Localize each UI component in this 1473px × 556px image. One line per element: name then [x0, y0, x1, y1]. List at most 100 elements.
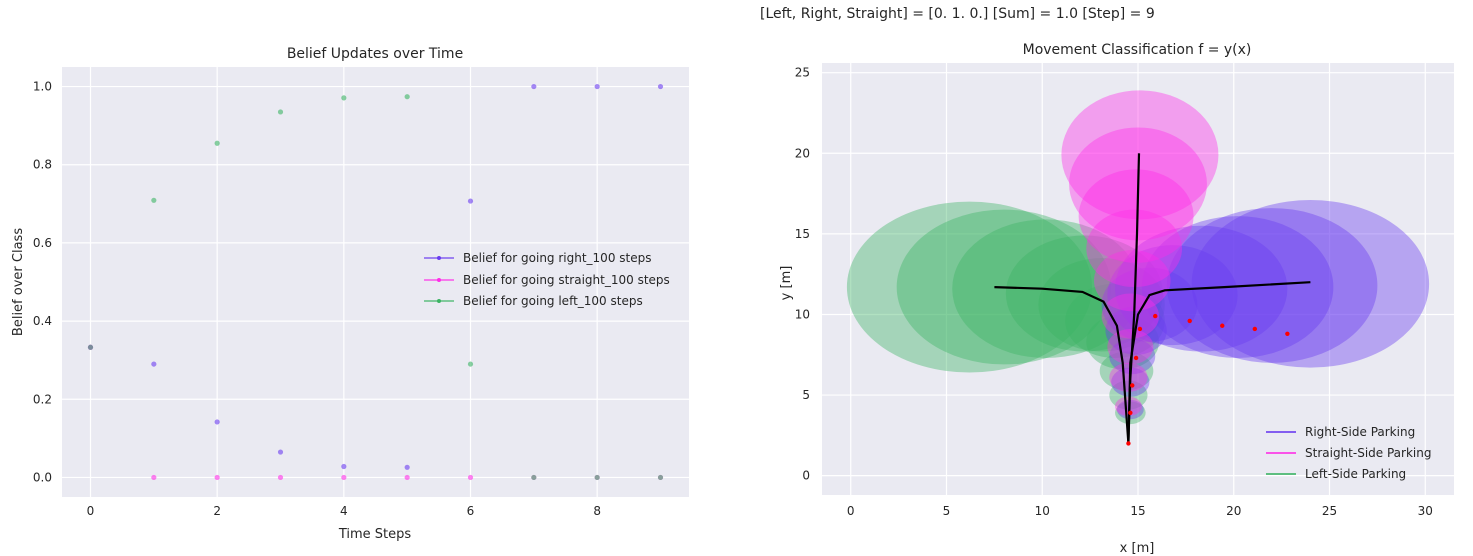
movement-ytick-label: 0 [802, 469, 810, 483]
belief-xtick-label: 0 [87, 504, 95, 518]
measurement-point [1128, 410, 1133, 415]
belief-point-left [404, 94, 410, 100]
belief-point-straight [404, 474, 410, 481]
movement-xtick-label: 5 [943, 504, 951, 518]
legend-label-left: Belief for going left_100 steps [463, 294, 643, 308]
uncertainty-ellipse-straight [1078, 169, 1194, 263]
belief-chart-title: Belief Updates over Time [287, 46, 463, 62]
belief-point-right [277, 449, 284, 455]
uncertainty-ellipse-right [1107, 245, 1238, 346]
uncertainty-ellipse-straight [1093, 249, 1171, 312]
belief-point-straight [341, 474, 347, 481]
belief-xtick-label: 4 [340, 504, 348, 518]
movement-xtick-label: 20 [1226, 504, 1241, 518]
belief-point-left [657, 474, 664, 481]
belief-point-left [531, 474, 537, 481]
legend-label-straight: Belief for going straight_100 steps [463, 273, 670, 287]
trajectory-straight [1127, 153, 1141, 444]
movement-chart-title: Movement Classification f = y(x) [1023, 42, 1252, 58]
movement-chart: 0 5 10 15 20 25 30 0 5 10 15 20 25 Movement Classif… [779, 42, 1454, 556]
belief-point-left [341, 95, 347, 101]
uncertainty-ellipse-straight [1086, 209, 1183, 288]
measurement-point [1126, 441, 1131, 446]
uncertainty-ellipse-left [846, 201, 1093, 373]
belief-point-right [151, 361, 157, 367]
movement-yticks: 0 5 10 15 20 25 [795, 66, 810, 483]
movement-ytick-label: 20 [795, 146, 810, 160]
belief-point-right [341, 463, 347, 470]
movement-ytick-label: 25 [795, 66, 810, 80]
belief-ytick-label: 0.8 [33, 158, 52, 172]
measurement-point [1130, 383, 1135, 388]
movement-y-axis-label: y [m] [779, 266, 794, 301]
uncertainty-ellipse-straight [1109, 362, 1148, 392]
uncertainty-ellipse-right [1101, 267, 1198, 342]
legend-marker-left [437, 299, 441, 303]
belief-point-straight [277, 474, 284, 481]
belief-point-right [531, 83, 537, 90]
movement-xtick-label: 0 [847, 504, 855, 518]
belief-point-straight [214, 474, 220, 481]
belief-ytick-label: 1.0 [33, 80, 52, 94]
measurement-point [1187, 318, 1192, 324]
measurement-point [1252, 326, 1258, 332]
legend-label-straight-parking: Straight-Side Parking [1305, 446, 1431, 460]
status-header: [Left, Right, Straight] = [0. 1. 0.] [Su… [760, 6, 1155, 22]
belief-legend: Belief for going right_100 steps Belief … [424, 251, 670, 308]
belief-y-axis-label: Belief over Class [11, 228, 26, 336]
belief-point-right [404, 464, 410, 470]
uncertainty-ellipse-right [1191, 200, 1430, 368]
measurement-point [1153, 313, 1158, 319]
movement-xtick-label: 10 [1035, 504, 1050, 518]
movement-xtick-label: 25 [1322, 504, 1337, 518]
uncertainty-ellipse-left [1109, 380, 1148, 410]
legend-label-left-parking: Left-Side Parking [1305, 467, 1406, 481]
legend-label-right-parking: Right-Side Parking [1305, 425, 1415, 439]
belief-xtick-label: 8 [593, 504, 601, 518]
belief-yticks: 0.0 0.2 0.4 0.6 0.8 1.0 [33, 80, 52, 485]
belief-xticks: 0 2 4 6 8 [87, 504, 601, 518]
belief-point-left [87, 344, 94, 350]
belief-ytick-label: 0.6 [33, 236, 52, 250]
movement-xtick-label: 30 [1418, 504, 1433, 518]
belief-point-left [277, 109, 284, 115]
belief-x-axis-label: Time Steps [338, 527, 412, 542]
belief-point-right [467, 198, 474, 204]
legend-marker-right [437, 256, 441, 260]
measurement-point [1133, 355, 1139, 361]
movement-ytick-label: 5 [802, 388, 810, 402]
movement-legend: Right-Side Parking Straight-Side Parking… [1266, 425, 1431, 481]
legend-label-right: Belief for going right_100 steps [463, 251, 651, 265]
belief-point-right [214, 419, 220, 425]
uncertainty-ellipse-left [1099, 351, 1154, 391]
movement-xtick-label: 15 [1130, 504, 1145, 518]
measurement-point [1137, 326, 1143, 332]
belief-point-left [594, 474, 600, 481]
movement-x-axis-label: x [m] [1120, 541, 1155, 556]
belief-point-left [151, 197, 157, 203]
movement-xticks: 0 5 10 15 20 25 30 [847, 504, 1433, 518]
belief-xtick-label: 6 [467, 504, 475, 518]
belief-point-left [214, 140, 220, 146]
movement-ytick-label: 15 [795, 227, 810, 241]
measurement-point [1220, 323, 1225, 328]
belief-ytick-label: 0.4 [33, 314, 52, 328]
movement-marks [846, 90, 1430, 446]
belief-point-right [594, 83, 600, 90]
belief-grid [62, 67, 689, 497]
belief-point-right [657, 83, 664, 90]
belief-ytick-label: 0.0 [33, 470, 52, 484]
movement-ytick-label: 10 [795, 307, 810, 321]
belief-point-straight [151, 474, 157, 481]
belief-ytick-label: 0.2 [33, 392, 52, 406]
belief-point-straight [467, 474, 474, 481]
belief-marks [87, 83, 664, 481]
trajectory-left [994, 286, 1130, 444]
measurement-point [1285, 331, 1290, 337]
legend-marker-straight [437, 278, 441, 282]
belief-chart: 0 2 4 6 8 0.0 0.2 0.4 0.6 0.8 1.0 Belief Updates … [11, 46, 689, 542]
belief-xtick-label: 2 [213, 504, 221, 518]
belief-plot-area [62, 67, 689, 497]
belief-point-left [467, 361, 474, 367]
